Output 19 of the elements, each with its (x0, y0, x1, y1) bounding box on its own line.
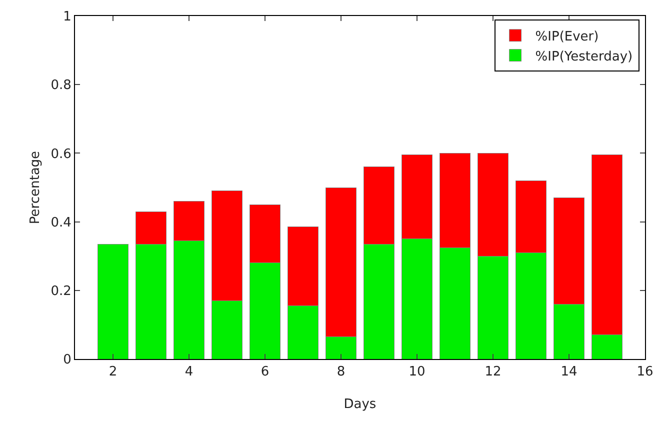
legend-label: %IP(Yesterday) (535, 49, 633, 64)
x-tick-label: 8 (336, 364, 346, 380)
x-tick-label: 2 (108, 364, 118, 380)
y-tick-label: 1 (63, 10, 72, 25)
y-axis-title: Percentage (28, 150, 43, 224)
x-tick-label: 12 (484, 364, 502, 380)
bar (98, 244, 128, 359)
y-tick-label: 0.6 (50, 146, 72, 162)
x-tick-label: 4 (184, 364, 194, 380)
y-tick-label: 0.8 (50, 78, 72, 94)
x-axis-title: Days (344, 397, 376, 412)
x-tick-label: 16 (636, 364, 654, 380)
y-tick-label: 0 (63, 352, 72, 368)
x-tick-label: 6 (260, 364, 270, 380)
y-tick-label: 0.2 (50, 284, 72, 299)
legend-label: %IP(Ever) (535, 29, 599, 44)
y-tick-label: 0.4 (50, 215, 72, 230)
x-tick-label: 10 (408, 364, 426, 380)
x-tick-label: 14 (560, 364, 578, 380)
